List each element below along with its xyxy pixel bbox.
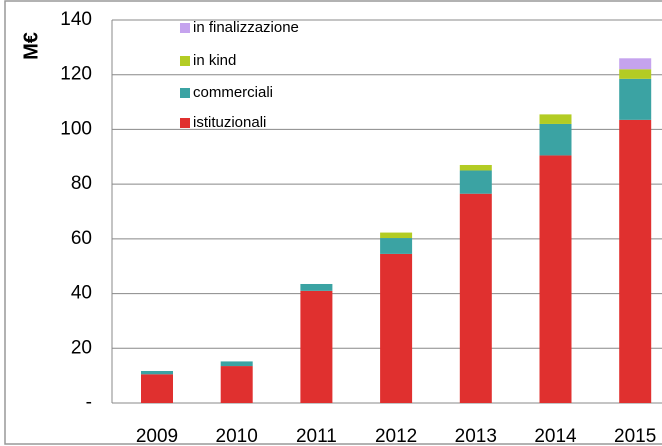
y-tick-label: 40	[71, 283, 92, 304]
y-tick-label: 80	[71, 173, 92, 194]
legend-label: istituzionali	[193, 114, 266, 131]
frame	[4, 0, 662, 445]
bar-segment	[619, 58, 652, 70]
bar-segment	[539, 155, 572, 403]
x-tick-label: 2010	[216, 426, 258, 446]
x-tick-label: 2009	[136, 426, 178, 446]
bar-segment	[380, 238, 413, 254]
y-axis-label: M€	[20, 32, 42, 60]
y-tick-label: 100	[60, 118, 92, 139]
legend-swatch	[180, 88, 190, 98]
bar-segment	[220, 366, 253, 403]
bar-segment	[619, 69, 652, 79]
x-tick-label: 2014	[534, 426, 577, 446]
y-tick-label: 20	[71, 337, 92, 358]
x-tick-label: 2012	[375, 426, 417, 446]
bar-segment	[539, 114, 572, 124]
bar-segment	[141, 370, 173, 375]
legend-label: commerciali	[193, 84, 273, 101]
y-tick-label: 120	[60, 64, 92, 85]
y-tick-label: 60	[71, 228, 92, 249]
bar-segment	[619, 78, 652, 120]
x-tick-label: 2015	[614, 426, 656, 446]
bar-segment	[459, 170, 492, 194]
x-tick-label: 2011	[296, 426, 337, 446]
bar-segment	[300, 290, 333, 403]
bar-segment	[459, 164, 492, 171]
legend-swatch	[180, 118, 190, 128]
legend-label: in finalizzazione	[193, 19, 299, 36]
bar-segment	[220, 361, 253, 367]
bar-segment	[141, 374, 173, 403]
bar-segment	[539, 123, 572, 156]
x-tick-label: 2013	[455, 426, 497, 446]
bar-segment	[619, 119, 652, 403]
bar-segment	[459, 193, 492, 403]
y-tick-label: 140	[60, 9, 92, 30]
bar-segment	[380, 232, 413, 239]
legend-swatch	[180, 23, 190, 33]
y-tick-label: -	[86, 392, 92, 413]
legend-label: in kind	[193, 52, 236, 69]
legend-swatch	[180, 56, 190, 66]
bar-segment	[380, 253, 413, 403]
bar-segment	[300, 283, 333, 291]
